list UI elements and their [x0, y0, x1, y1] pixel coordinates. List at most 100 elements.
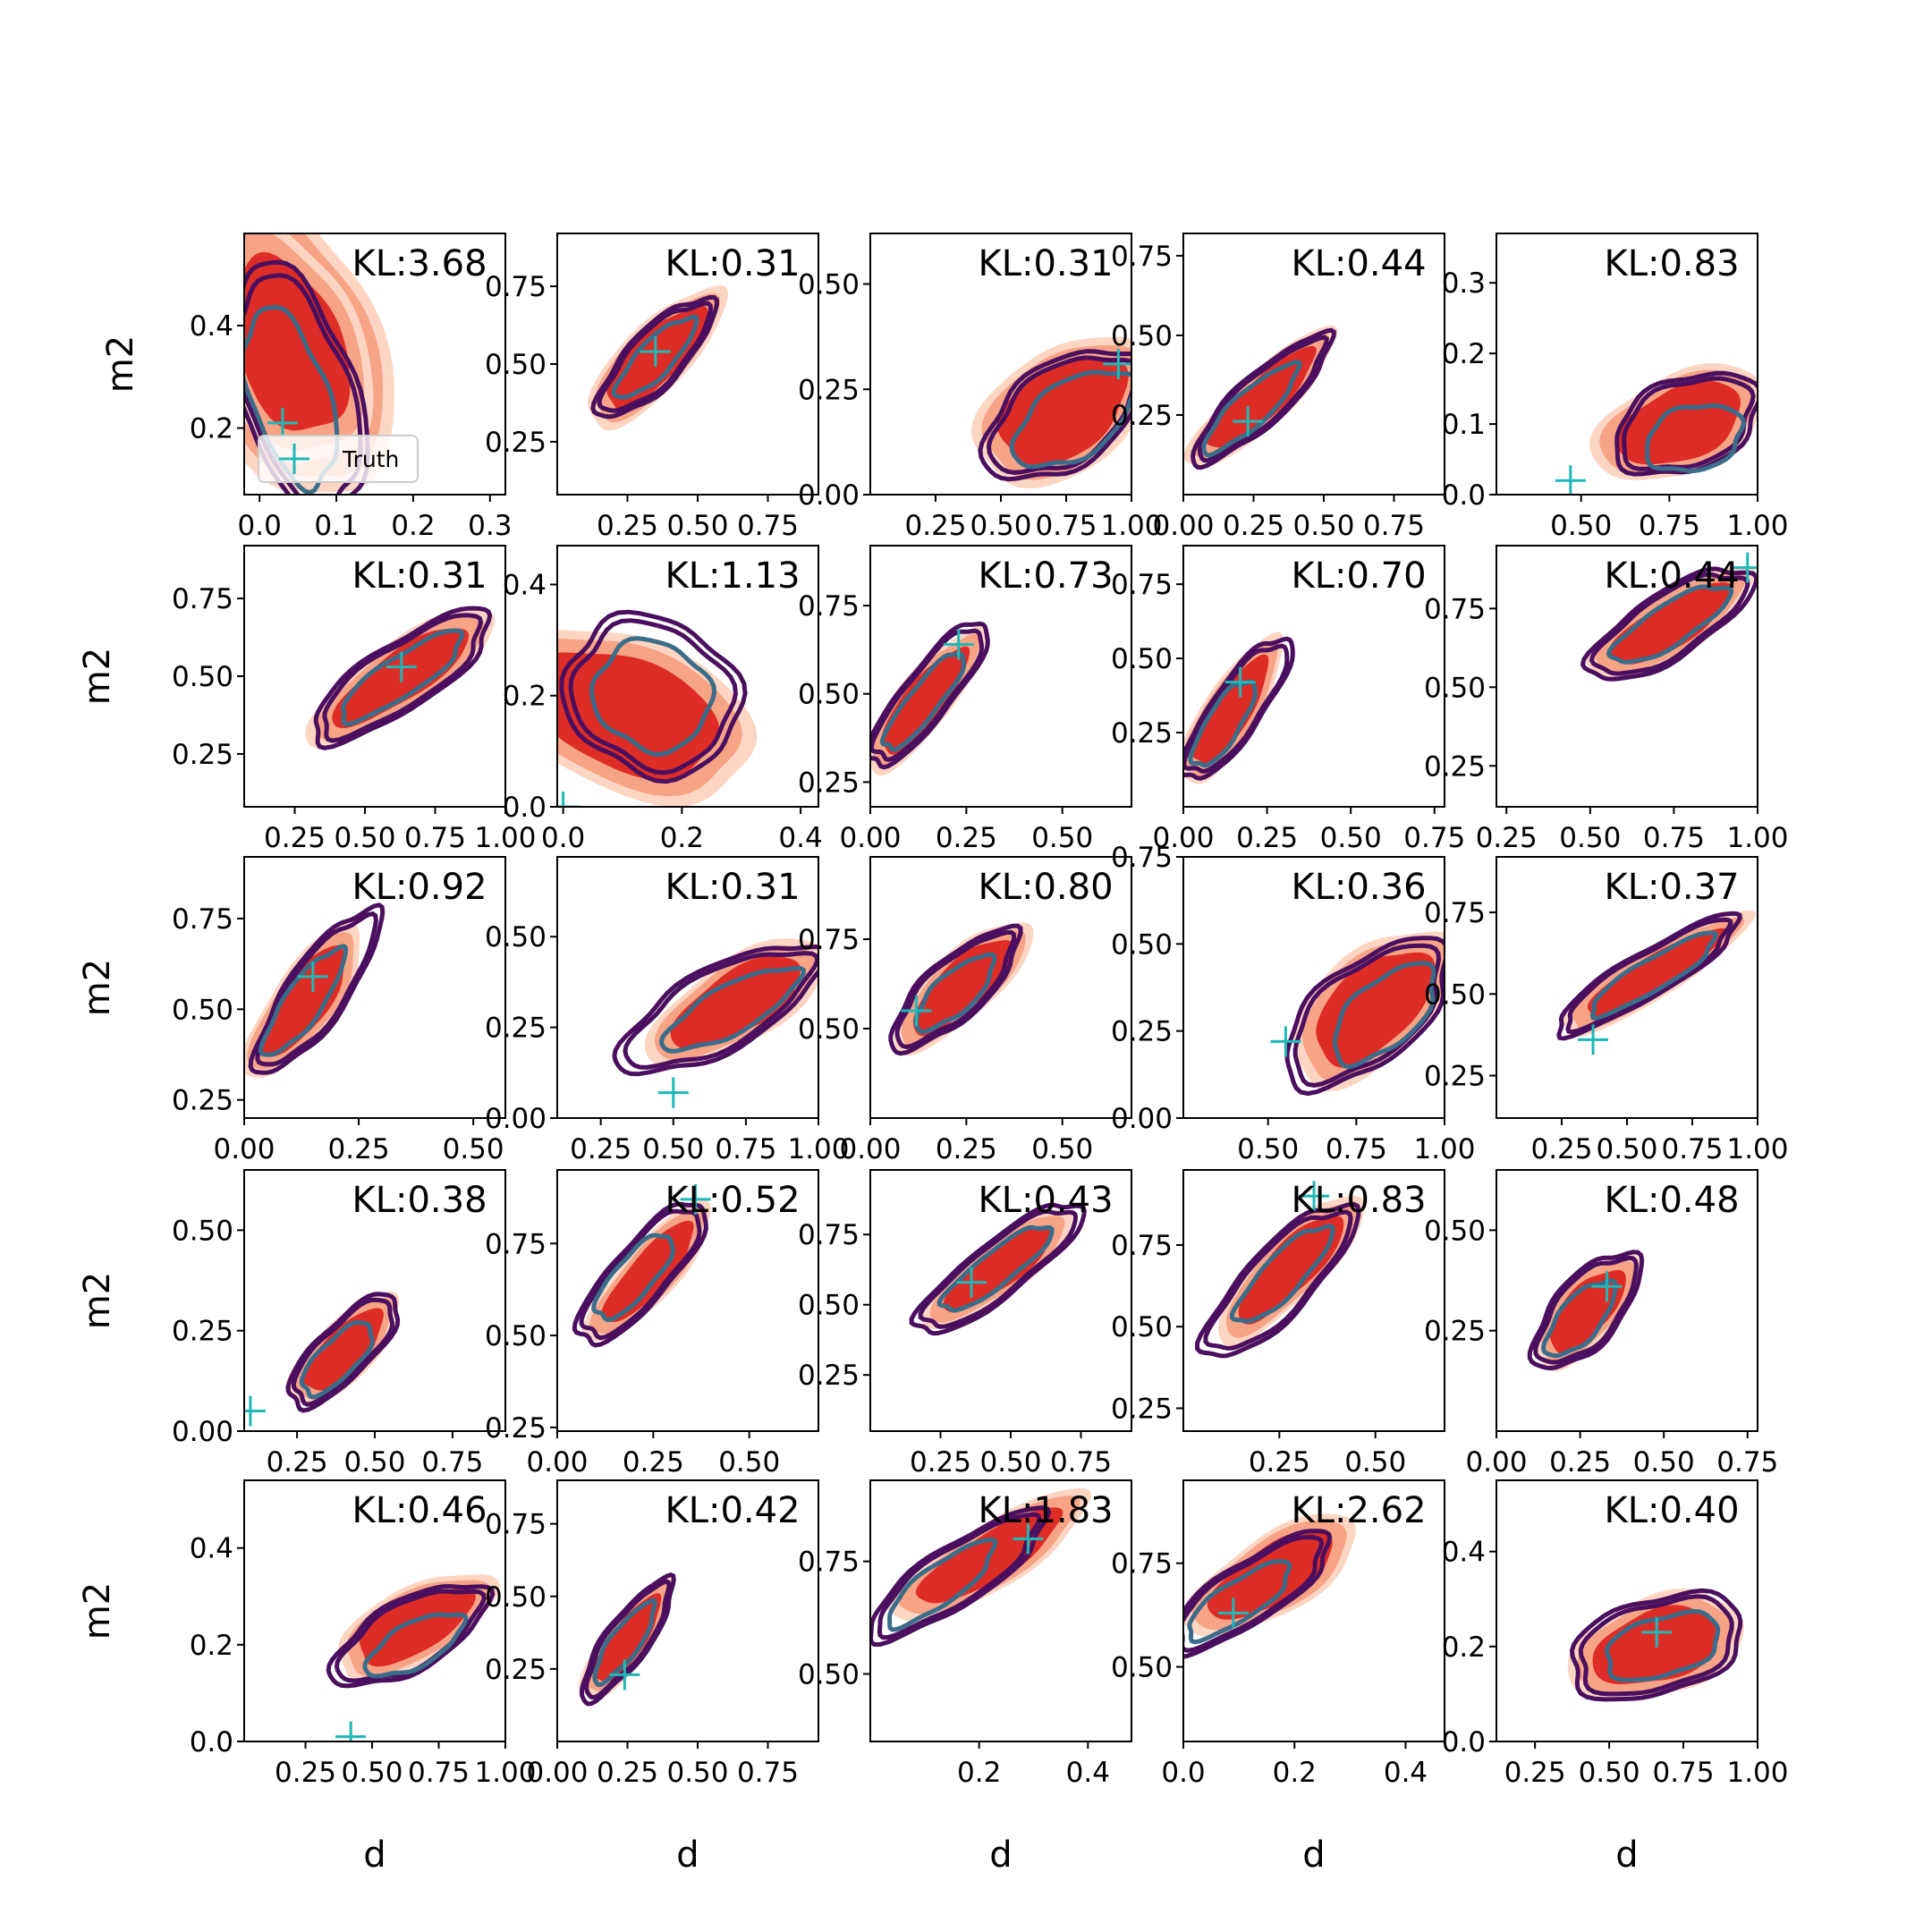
x-tick-label: 1.00 — [1726, 1757, 1788, 1789]
y-tick-label: 0.50 — [798, 679, 860, 711]
kl-label: KL:0.83 — [1291, 1180, 1426, 1221]
panel-13-plot-area — [888, 922, 1034, 1056]
contour-second — [1183, 1535, 1325, 1653]
x-tick-label: 0.50 — [1596, 1133, 1657, 1165]
truth-marker — [943, 629, 974, 660]
kde-level-dark — [996, 357, 1129, 467]
x-tick-label: 0.75 — [715, 1133, 776, 1165]
x-tick-label: 0.50 — [979, 1446, 1041, 1479]
x-tick-label: 0.50 — [1344, 1446, 1406, 1479]
x-tick-label: 0.25 — [1476, 822, 1538, 854]
kde-level-dark — [1316, 952, 1436, 1068]
y-tick-label: 0.4 — [1442, 1537, 1486, 1569]
axes-frame — [243, 1479, 506, 1742]
panel-11: KL:0.92 0.25 0.50 0.75 0.00 0.25 0.50 m2 — [77, 856, 506, 1165]
contour-second — [292, 1297, 395, 1407]
kl-label: KL:0.31 — [665, 243, 800, 284]
kl-label: KL:0.31 — [978, 243, 1113, 284]
contour-inner — [1188, 679, 1258, 768]
y-tick-label: 0.50 — [1424, 672, 1486, 704]
kde-level-dark — [360, 1589, 476, 1667]
x-tick-label: 0.50 — [1031, 822, 1093, 854]
y-tick-label: 0.25 — [172, 739, 233, 771]
x-tick-label: 0.2 — [660, 822, 704, 854]
y-tick-label: 0.25 — [798, 1360, 860, 1392]
y-tick-label: 0.3 — [1442, 267, 1486, 300]
x-tick-label: 0.50 — [642, 1133, 704, 1165]
x-tick-label: 0.00 — [526, 1446, 588, 1479]
x-tick-label: 0.25 — [1549, 1446, 1611, 1479]
y-axis-label: m2 — [77, 959, 118, 1016]
contour-second — [1578, 1594, 1734, 1697]
x-tick-label: 1.00 — [1726, 822, 1788, 854]
kl-label: KL:0.80 — [978, 867, 1113, 908]
y-axis-label: m2 — [77, 1272, 118, 1329]
contour-inner — [341, 628, 465, 727]
panel-12: KL:0.31 0.00 0.25 0.50 0.25 0.50 0.75 1.00 — [485, 856, 850, 1165]
panel-11-plot-area — [244, 902, 386, 1078]
y-tick-label: 0.50 — [798, 1658, 860, 1690]
kl-label: KL:0.37 — [1604, 867, 1739, 908]
y-tick-label: 0.50 — [1111, 928, 1173, 961]
panel-6-plot-area — [305, 606, 496, 750]
x-tick-label: 0.00 — [213, 1133, 275, 1165]
y-tick-label: 0.4 — [190, 310, 233, 343]
truth-marker — [1233, 406, 1264, 437]
y-tick-label: 0.00 — [172, 1416, 233, 1448]
axes-frame — [1496, 1479, 1758, 1742]
truth-marker — [1224, 666, 1256, 698]
x-tick-label: 0.25 — [1236, 822, 1298, 854]
kde-level-dark — [1609, 582, 1733, 665]
x-axis-label: d — [989, 1835, 1012, 1876]
x-tick-label: 0.75 — [1326, 1133, 1387, 1165]
x-tick-label: 0.00 — [1465, 1446, 1527, 1479]
panel-15-plot-area — [1556, 910, 1756, 1055]
contour-outer — [285, 1292, 401, 1413]
y-tick-label: 0.50 — [485, 1320, 547, 1352]
axes-frame — [869, 1169, 1132, 1432]
x-tick-label: 0.75 — [1050, 1446, 1112, 1479]
y-tick-label: 0.25 — [798, 767, 860, 799]
contour-second — [877, 1512, 1042, 1640]
axes-frame — [556, 545, 819, 808]
x-tick-label: 0.00 — [1152, 510, 1214, 542]
contour-outer — [1183, 1529, 1333, 1659]
panel-25-plot-area — [1567, 1588, 1744, 1702]
y-tick-label: 0.75 — [1111, 1230, 1173, 1262]
x-tick-label: 1.00 — [1100, 510, 1162, 542]
y-tick-label: 0.75 — [1111, 241, 1173, 273]
y-tick-label: 0.2 — [190, 1630, 233, 1662]
contour-inner — [611, 314, 699, 400]
panel-4: KL:0.440.250.500.750.00 0.25 0.50 0.75 — [1111, 233, 1445, 542]
panel-2: KL:0.310.250.500.750.25 0.50 0.75 — [485, 233, 819, 542]
x-tick-label: 0.0 — [238, 510, 282, 542]
y-tick-label: 0.25 — [1424, 1061, 1486, 1093]
kl-label: KL:2.62 — [1291, 1490, 1426, 1531]
kde-level-dark — [606, 305, 708, 411]
x-tick-label: 0.1 — [314, 510, 358, 542]
x-tick-label: 0.50 — [1559, 822, 1621, 854]
x-axis-label: d — [1302, 1835, 1325, 1876]
kl-label: KL:0.40 — [1604, 1490, 1739, 1531]
panel-5-plot-area — [1555, 363, 1758, 495]
x-tick-label: 0.50 — [334, 822, 395, 854]
x-tick-label: 0.75 — [1639, 510, 1700, 542]
contour-second — [597, 301, 714, 413]
contour-second — [1565, 917, 1733, 1035]
y-tick-label: 0.50 — [172, 1215, 233, 1247]
contour-outer — [909, 1202, 1087, 1336]
contour-outer — [1183, 636, 1295, 781]
x-tick-label: 0.25 — [264, 822, 326, 854]
y-tick-label: 0.75 — [485, 1228, 547, 1260]
x-tick-label: 0.25 — [267, 1446, 328, 1479]
y-tick-label: 0.50 — [1111, 643, 1173, 675]
kl-label: KL:0.43 — [978, 1180, 1113, 1221]
contour-outer — [590, 295, 720, 419]
contour-inner — [1009, 369, 1131, 470]
x-tick-label: 0.25 — [1223, 510, 1284, 542]
contour-outer — [248, 902, 386, 1075]
panel-20: KL:0.48 0.25 0.50 0.00 0.25 0.50 0.75 — [1424, 1169, 1778, 1479]
x-tick-label: 0.50 — [1633, 1446, 1695, 1479]
contour-outer — [1191, 327, 1336, 470]
contour-outer — [612, 944, 818, 1077]
